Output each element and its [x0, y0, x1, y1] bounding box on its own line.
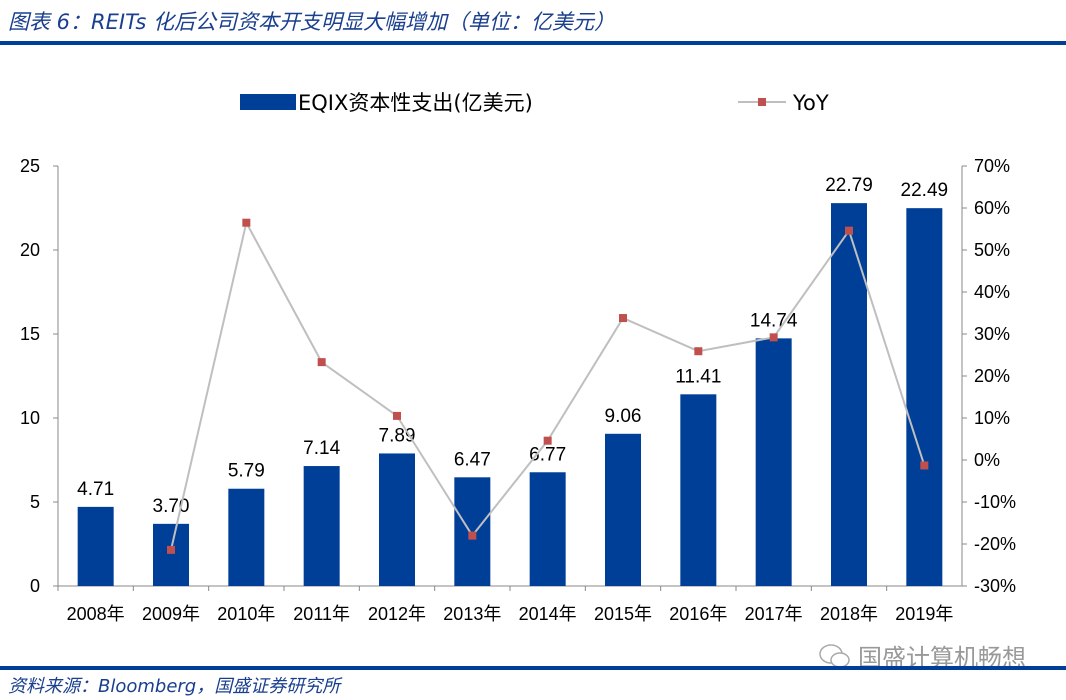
x-tick-label: 2010年 [217, 604, 275, 624]
yoy-marker [317, 358, 326, 367]
yoy-marker [845, 226, 853, 235]
right-tick-label: 10% [974, 408, 1010, 428]
source-note: 资料来源：Bloomberg，国盛证券研究所 [8, 676, 341, 697]
right-tick-label: 60% [974, 198, 1010, 218]
yoy-marker [543, 436, 552, 445]
left-tick-label: 5 [30, 492, 40, 512]
bar [529, 472, 566, 586]
wechat-icon [819, 643, 850, 668]
right-tick-label: 40% [974, 282, 1010, 302]
bar [153, 523, 189, 586]
bar [77, 506, 114, 586]
left-tick-label: 25 [20, 156, 40, 176]
right-tick-label: -20% [974, 534, 1016, 554]
x-tick-label: 2014年 [519, 604, 577, 624]
bar [906, 208, 943, 586]
chart: 0 5 10 15 20 25 -30% -20% -10% 0% 10% 20% 30% 40% 50% 6… [20, 91, 1016, 624]
legend-line-marker [758, 98, 766, 106]
right-tick-label: -30% [974, 576, 1016, 596]
data-label: 11.41 [675, 366, 721, 387]
data-label: 22.79 [825, 175, 873, 196]
x-tick-label: 2013年 [443, 604, 501, 624]
right-tick-label: -10% [974, 492, 1016, 512]
bar [680, 394, 717, 586]
left-tick-label: 20 [20, 240, 40, 260]
bar [379, 453, 415, 586]
x-tick-label: 2016年 [669, 604, 727, 624]
right-tick-label: 20% [974, 366, 1010, 386]
right-tick-label: 30% [974, 324, 1010, 344]
bar [228, 488, 265, 586]
left-tick-label: 10 [20, 408, 40, 428]
yoy-marker [694, 347, 703, 356]
figure-title: 图表 6：REITs 化后公司资本开支明显大幅增加（单位：亿美元） [8, 10, 616, 34]
x-tick-label: 2015年 [594, 604, 652, 624]
data-label: 22.49 [901, 180, 949, 201]
x-tick-label: 2011年 [293, 604, 350, 624]
left-tick-label: 0 [30, 576, 40, 596]
data-label: 3.70 [153, 496, 190, 517]
legend-bar-label: EQIX资本性支出(亿美元) [298, 91, 533, 115]
bar [605, 433, 641, 586]
right-tick-label: 70% [974, 156, 1010, 176]
left-tick-label: 15 [20, 324, 40, 344]
data-label: 6.47 [454, 449, 491, 470]
yoy-marker [242, 218, 251, 227]
yoy-marker [167, 545, 175, 554]
bar [303, 466, 340, 586]
yoy-marker [393, 411, 401, 420]
yoy-marker [468, 531, 477, 540]
top-rule [0, 41, 1066, 45]
yoy-marker [619, 314, 627, 323]
legend-bar-swatch [240, 94, 296, 110]
bar [755, 338, 792, 586]
right-tick-label: 50% [974, 240, 1010, 260]
x-tick-label: 2018年 [820, 604, 878, 624]
bottom-rule [0, 666, 1066, 670]
legend-line-label: YoY [792, 91, 829, 115]
data-label: 5.79 [228, 461, 265, 482]
data-label: 6.77 [529, 444, 566, 465]
bar [831, 203, 867, 587]
data-label: 9.06 [605, 406, 642, 427]
x-tick-label: 2009年 [142, 604, 200, 624]
x-tick-label: 2008年 [67, 604, 125, 624]
data-label: 4.71 [77, 479, 114, 500]
yoy-marker [920, 461, 929, 470]
right-tick-label: 0% [974, 450, 1000, 470]
yoy-marker [769, 333, 778, 342]
x-tick-label: 2012年 [368, 604, 426, 624]
x-tick-label: 2019年 [895, 604, 953, 624]
x-tick-label: 2017年 [745, 604, 803, 624]
data-label: 7.14 [303, 438, 340, 459]
data-label: 14.74 [750, 310, 798, 331]
